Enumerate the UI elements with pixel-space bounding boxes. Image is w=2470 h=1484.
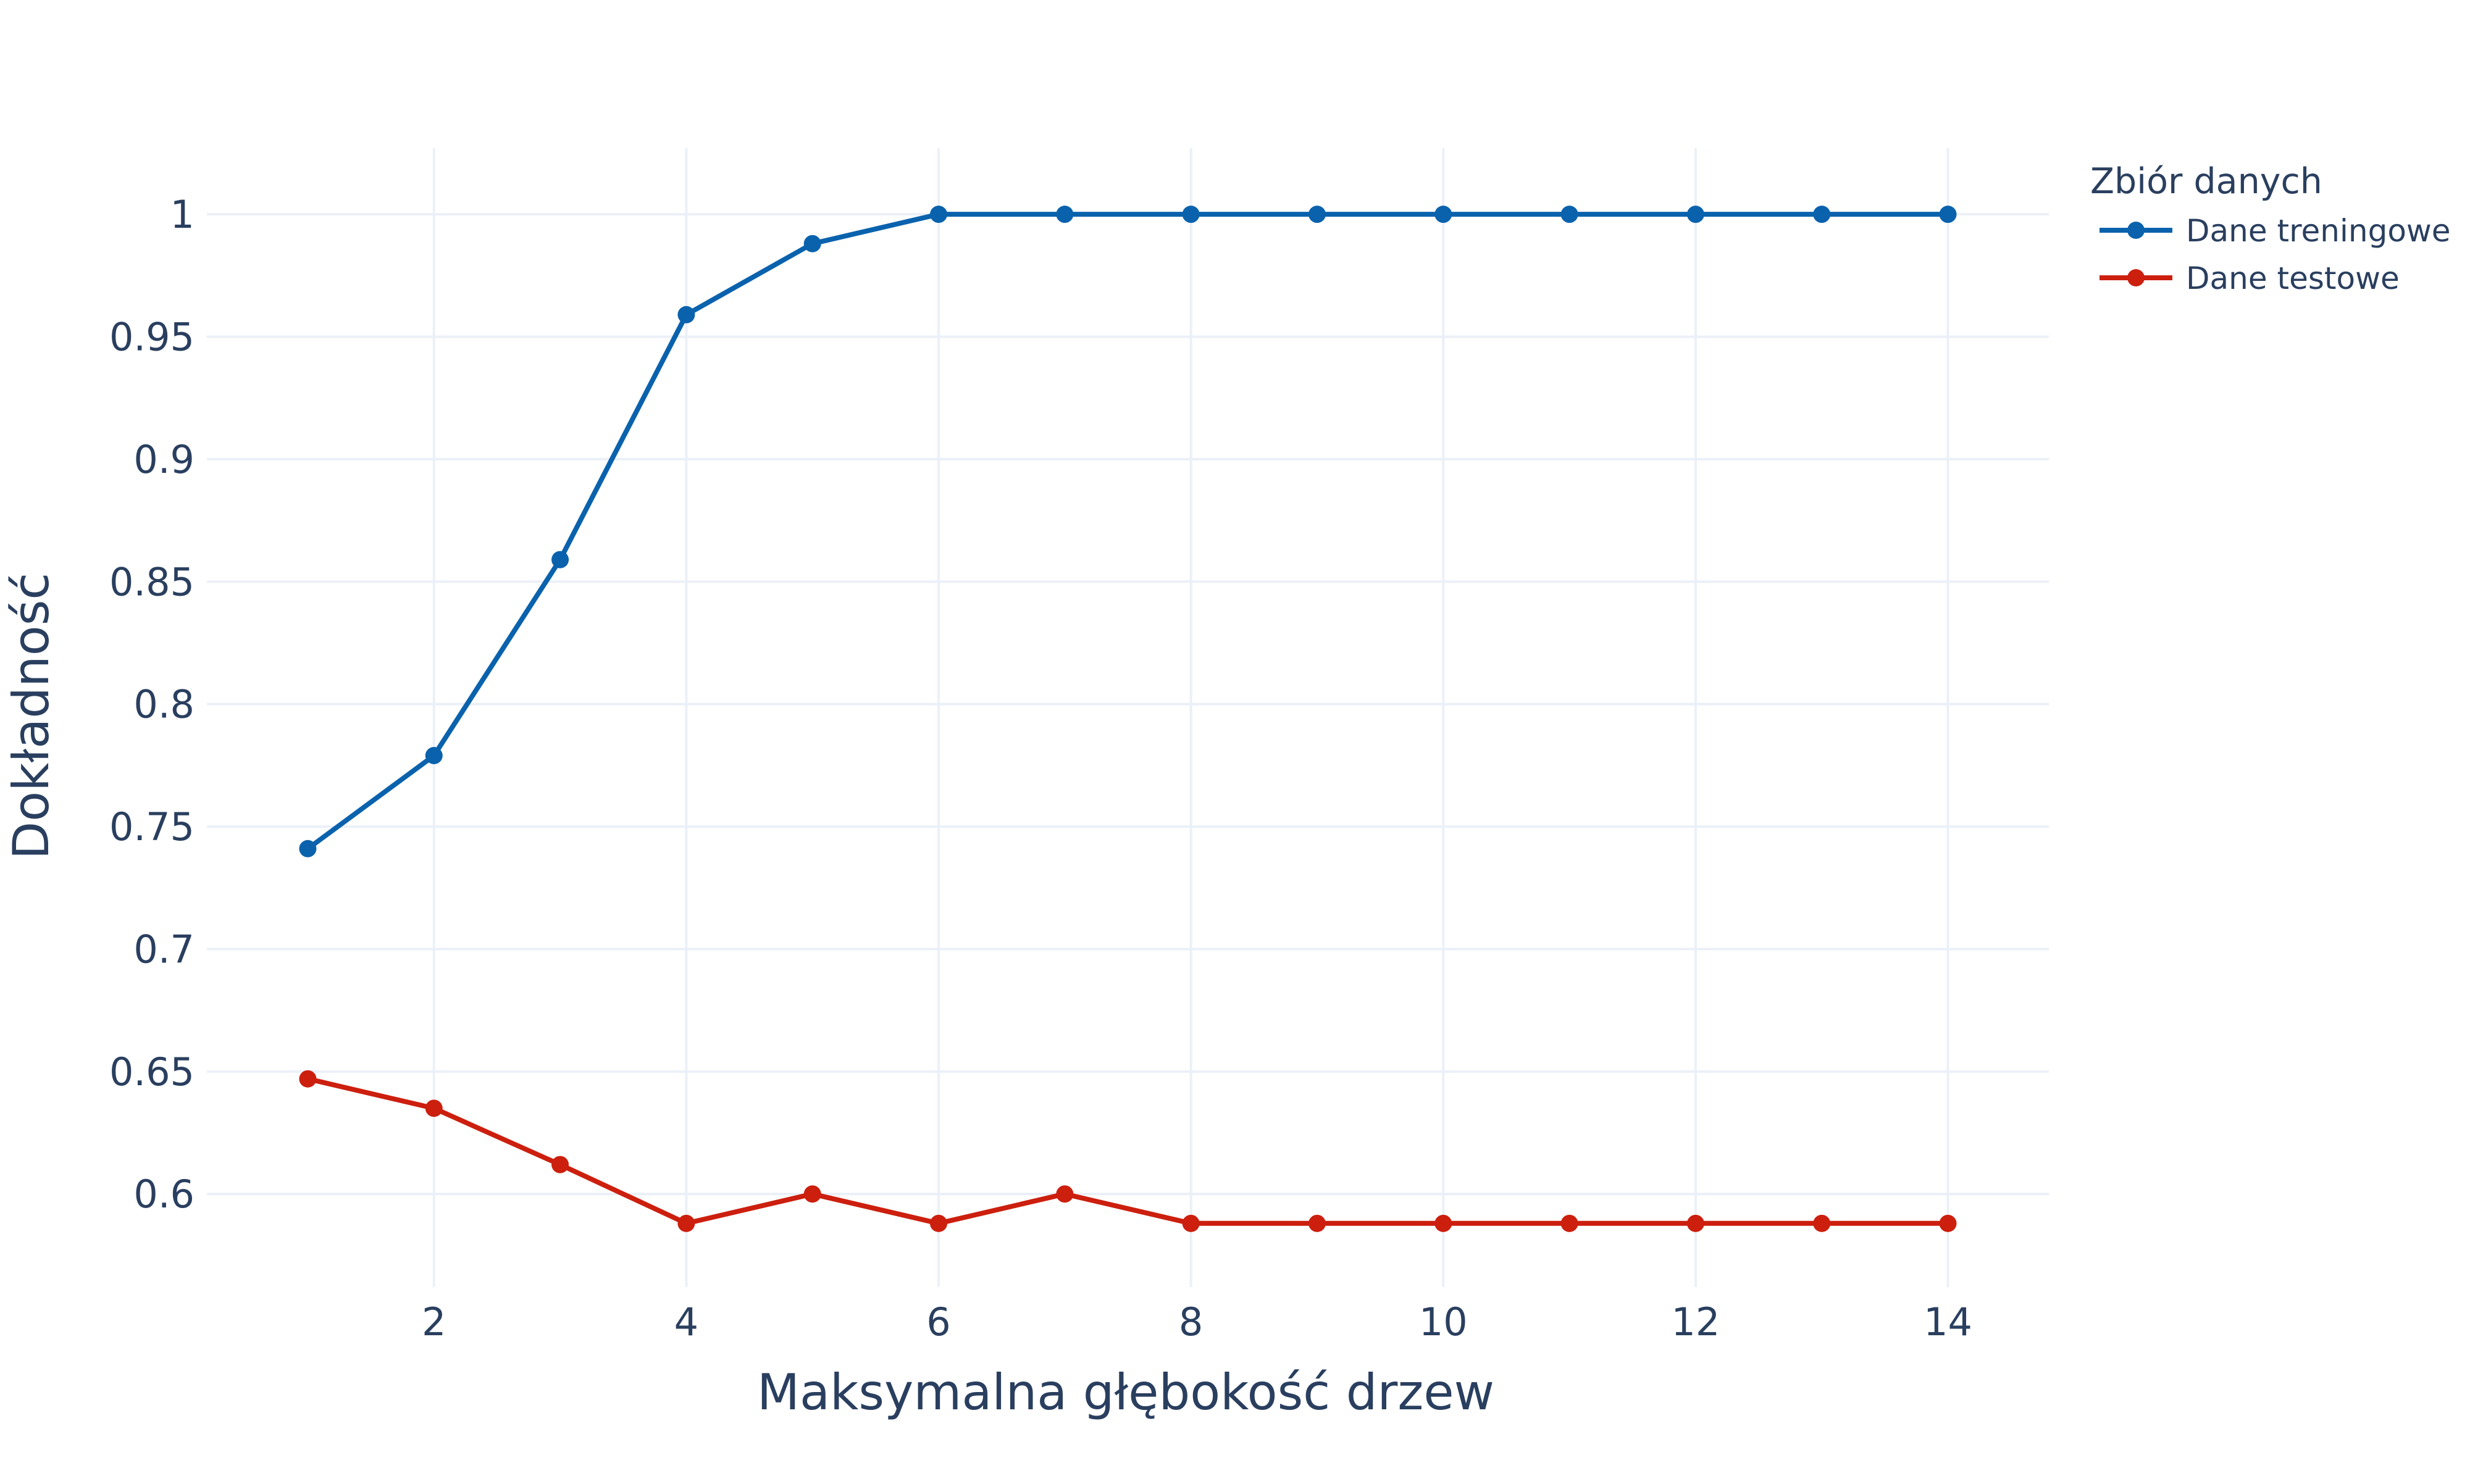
legend-label: Dane testowe	[2186, 261, 2400, 296]
data-point	[551, 1156, 569, 1173]
data-point	[930, 1214, 948, 1232]
y-tick-label: 1	[170, 192, 195, 237]
data-point	[299, 840, 317, 857]
data-point	[1056, 1185, 1074, 1203]
data-point	[1686, 1214, 1704, 1232]
legend-marker	[2127, 269, 2145, 286]
legend-label: Dane treningowe	[2186, 213, 2451, 249]
legend: Zbiór danych Dane treningowe Dane testowe	[2090, 161, 2451, 296]
data-point	[425, 1099, 443, 1117]
x-tick-label: 2	[422, 1299, 446, 1344]
y-tick-label: 0.95	[109, 315, 195, 360]
data-point	[803, 235, 821, 252]
data-point	[1308, 206, 1326, 223]
y-tick-label: 0.85	[109, 559, 195, 604]
x-tick-label: 14	[1924, 1299, 1972, 1344]
y-tick-label: 0.7	[133, 927, 195, 972]
data-point	[1686, 206, 1704, 223]
series-layer	[299, 206, 1957, 1232]
data-point	[1939, 1214, 1957, 1232]
data-point	[930, 206, 948, 223]
data-point	[1434, 206, 1452, 223]
axis-layer: 2 4 6 8 10 12 14 0.6 0.65 0.7 0.75 0.8 0.85 0.9 0.95 1	[109, 192, 1972, 1344]
data-point	[1056, 206, 1074, 223]
y-axis-title: Dokładność	[2, 573, 60, 860]
series-line	[307, 1076, 1948, 1226]
data-point	[1434, 1214, 1452, 1232]
series-2	[299, 1070, 1957, 1232]
data-point	[425, 747, 443, 764]
data-point	[1560, 1214, 1578, 1232]
x-tick-label: 12	[1671, 1299, 1720, 1344]
legend-marker	[2127, 222, 2145, 239]
legend-items: Dane treningowe Dane testowe	[2100, 213, 2451, 296]
legend-item[interactable]: Dane treningowe	[2100, 213, 2451, 249]
x-axis-title: Maksymalna głębokość drzew	[757, 1364, 1494, 1421]
data-point	[677, 1214, 695, 1232]
series-1	[299, 206, 1957, 857]
data-point	[1939, 206, 1957, 223]
x-tick-label: 6	[926, 1299, 950, 1344]
legend-item[interactable]: Dane testowe	[2100, 261, 2400, 296]
data-point	[1560, 206, 1578, 223]
y-tick-label: 0.9	[133, 437, 195, 482]
x-tick-label: 8	[1179, 1299, 1203, 1344]
y-tick-label: 0.8	[133, 682, 195, 727]
data-point	[677, 306, 695, 323]
series-line	[306, 212, 1948, 851]
y-tick-label: 0.75	[109, 804, 195, 849]
data-point	[1813, 1214, 1831, 1232]
data-point	[551, 551, 569, 569]
y-tick-label: 0.6	[133, 1172, 195, 1217]
data-point	[1182, 206, 1200, 223]
data-point	[803, 1185, 821, 1203]
grid-layer	[207, 148, 2049, 1287]
data-point	[1182, 1214, 1200, 1232]
data-point	[299, 1070, 317, 1088]
data-point	[1308, 1214, 1326, 1232]
y-tick-label: 0.65	[109, 1049, 195, 1094]
legend-title: Zbiór danych	[2090, 161, 2322, 202]
x-tick-label: 10	[1419, 1299, 1468, 1344]
x-tick-label: 4	[674, 1299, 698, 1344]
data-point	[1813, 206, 1831, 223]
